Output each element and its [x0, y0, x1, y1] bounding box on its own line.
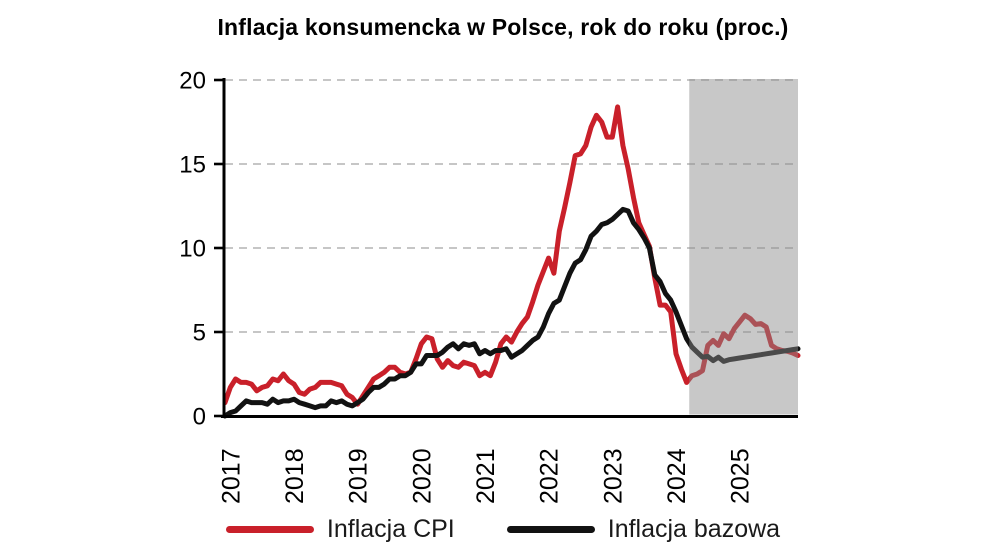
x-tick-label: 2018: [281, 448, 309, 504]
y-tick-label: 0: [193, 404, 206, 431]
cpi-line-swatch-icon: [225, 526, 314, 533]
x-tick-label: 2024: [663, 448, 691, 504]
y-tick-label: 15: [179, 152, 206, 179]
legend-label-core: Inflacja bazowa: [607, 515, 781, 543]
core-line: [222, 206, 801, 419]
chart-legend: Inflacja CPI Inflacja bazowa: [0, 515, 1006, 544]
x-tick-label: 2019: [345, 448, 373, 504]
legend-item-core: Inflacja bazowa: [506, 515, 781, 544]
y-tick-label: 10: [179, 236, 206, 263]
y-tick-label: 20: [179, 68, 206, 95]
x-tick-label: 2021: [472, 448, 500, 504]
chart-title: Inflacja konsumencka w Polsce, rok do ro…: [217, 14, 789, 40]
legend-label-cpi: Inflacja CPI: [326, 515, 455, 543]
x-tick-label: 2017: [217, 448, 245, 504]
x-tick-label: 2022: [536, 448, 564, 504]
core-line-swatch-icon: [506, 526, 595, 533]
x-tick-label: 2023: [599, 448, 627, 504]
x-tick-label: 2025: [727, 448, 755, 504]
x-tick-label: 2020: [408, 448, 436, 504]
cpi-line: [222, 104, 801, 407]
legend-item-cpi: Inflacja CPI: [225, 515, 455, 544]
forecast-band: [689, 79, 798, 415]
y-tick-label: 5: [193, 320, 206, 347]
